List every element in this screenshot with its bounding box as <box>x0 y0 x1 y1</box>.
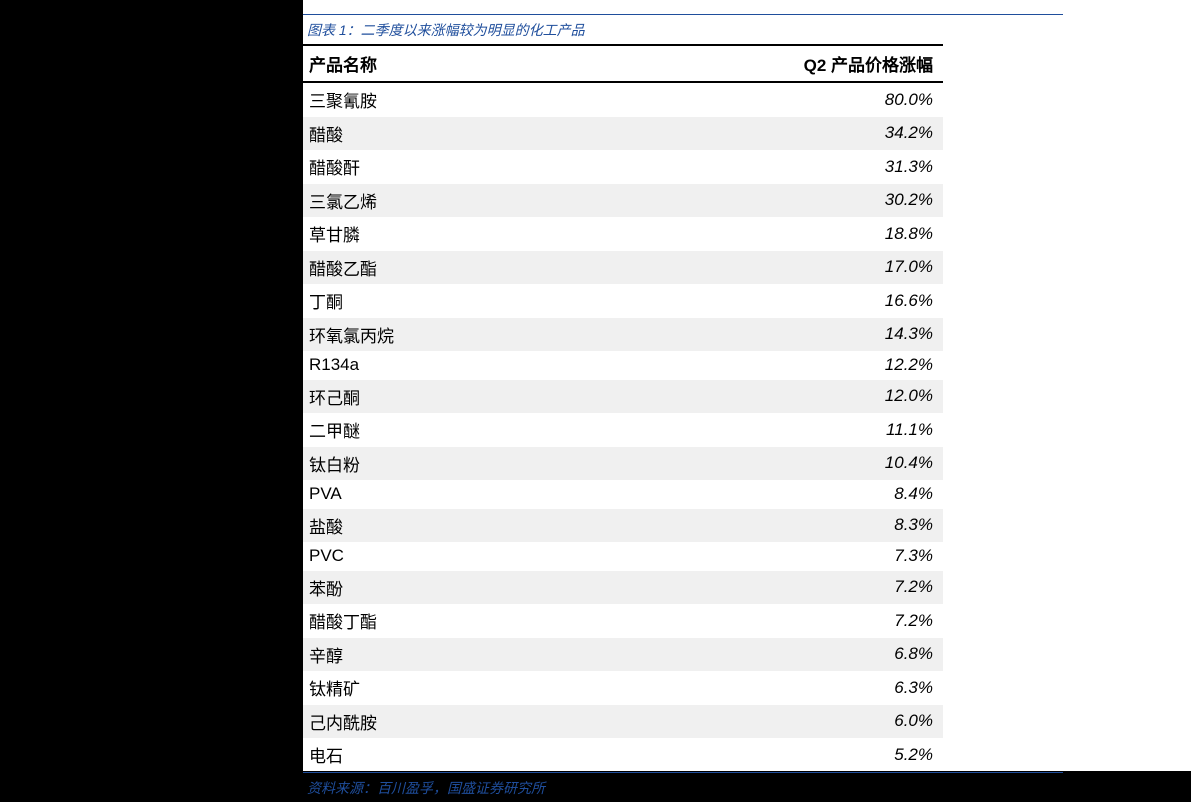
table-row: PVA8.4% <box>303 480 943 509</box>
cell-product-name: 钛精矿 <box>303 671 783 705</box>
cell-price-change: 6.0% <box>783 705 943 739</box>
col-header-name: 产品名称 <box>303 45 783 82</box>
table-row: 钛精矿6.3% <box>303 671 943 705</box>
table-row: 己内酰胺6.0% <box>303 705 943 739</box>
price-table: 产品名称 Q2 产品价格涨幅 三聚氰胺80.0%醋酸34.2%醋酸酐31.3%三… <box>303 44 943 772</box>
cell-product-name: 环己酮 <box>303 380 783 414</box>
table-row: R134a12.2% <box>303 351 943 380</box>
cell-price-change: 11.1% <box>783 413 943 447</box>
cell-price-change: 7.2% <box>783 571 943 605</box>
cell-price-change: 18.8% <box>783 217 943 251</box>
cell-product-name: 醋酸乙酯 <box>303 251 783 285</box>
cell-product-name: 环氧氯丙烷 <box>303 318 783 352</box>
table-row: 苯酚7.2% <box>303 571 943 605</box>
cell-product-name: 三氯乙烯 <box>303 184 783 218</box>
cell-price-change: 10.4% <box>783 447 943 481</box>
table-row: 丁酮16.6% <box>303 284 943 318</box>
cell-price-change: 12.2% <box>783 351 943 380</box>
cell-price-change: 7.2% <box>783 604 943 638</box>
table-row: 三聚氰胺80.0% <box>303 82 943 117</box>
cell-product-name: PVA <box>303 480 783 509</box>
cell-price-change: 31.3% <box>783 150 943 184</box>
table-row: 醋酸酐31.3% <box>303 150 943 184</box>
cell-product-name: 钛白粉 <box>303 447 783 481</box>
table-row: 钛白粉10.4% <box>303 447 943 481</box>
cell-price-change: 5.2% <box>783 738 943 772</box>
cell-price-change: 6.8% <box>783 638 943 672</box>
table-source: 资料来源：百川盈孚，国盛证券研究所 <box>303 772 1063 802</box>
cell-product-name: R134a <box>303 351 783 380</box>
cell-price-change: 8.4% <box>783 480 943 509</box>
table-row: 醋酸34.2% <box>303 117 943 151</box>
cell-price-change: 8.3% <box>783 509 943 543</box>
table-wrapper: 图表 1：二季度以来涨幅较为明显的化工产品 产品名称 Q2 产品价格涨幅 三聚氰… <box>303 14 1063 802</box>
table-body: 三聚氰胺80.0%醋酸34.2%醋酸酐31.3%三氯乙烯30.2%草甘膦18.8… <box>303 82 943 772</box>
col-header-value: Q2 产品价格涨幅 <box>783 45 943 82</box>
cell-product-name: 盐酸 <box>303 509 783 543</box>
table-row: 辛醇6.8% <box>303 638 943 672</box>
table-row: 盐酸8.3% <box>303 509 943 543</box>
cell-price-change: 17.0% <box>783 251 943 285</box>
cell-price-change: 16.6% <box>783 284 943 318</box>
table-row: 环己酮12.0% <box>303 380 943 414</box>
cell-price-change: 7.3% <box>783 542 943 571</box>
cell-price-change: 14.3% <box>783 318 943 352</box>
table-row: 三氯乙烯30.2% <box>303 184 943 218</box>
table-caption: 图表 1：二季度以来涨幅较为明显的化工产品 <box>303 14 1063 44</box>
table-header-row: 产品名称 Q2 产品价格涨幅 <box>303 45 943 82</box>
table-row: PVC7.3% <box>303 542 943 571</box>
cell-price-change: 30.2% <box>783 184 943 218</box>
cell-price-change: 80.0% <box>783 82 943 117</box>
cell-product-name: 二甲醚 <box>303 413 783 447</box>
cell-product-name: 己内酰胺 <box>303 705 783 739</box>
cell-product-name: 电石 <box>303 738 783 772</box>
cell-product-name: 三聚氰胺 <box>303 82 783 117</box>
cell-product-name: 辛醇 <box>303 638 783 672</box>
table-row: 环氧氯丙烷14.3% <box>303 318 943 352</box>
cell-product-name: 丁酮 <box>303 284 783 318</box>
cell-product-name: 醋酸酐 <box>303 150 783 184</box>
table-row: 草甘膦18.8% <box>303 217 943 251</box>
cell-product-name: PVC <box>303 542 783 571</box>
table-row: 电石5.2% <box>303 738 943 772</box>
cell-price-change: 6.3% <box>783 671 943 705</box>
table-row: 醋酸乙酯17.0% <box>303 251 943 285</box>
table-row: 二甲醚11.1% <box>303 413 943 447</box>
cell-product-name: 草甘膦 <box>303 217 783 251</box>
cell-price-change: 12.0% <box>783 380 943 414</box>
cell-price-change: 34.2% <box>783 117 943 151</box>
table-row: 醋酸丁酯7.2% <box>303 604 943 638</box>
cell-product-name: 醋酸丁酯 <box>303 604 783 638</box>
cell-product-name: 苯酚 <box>303 571 783 605</box>
cell-product-name: 醋酸 <box>303 117 783 151</box>
